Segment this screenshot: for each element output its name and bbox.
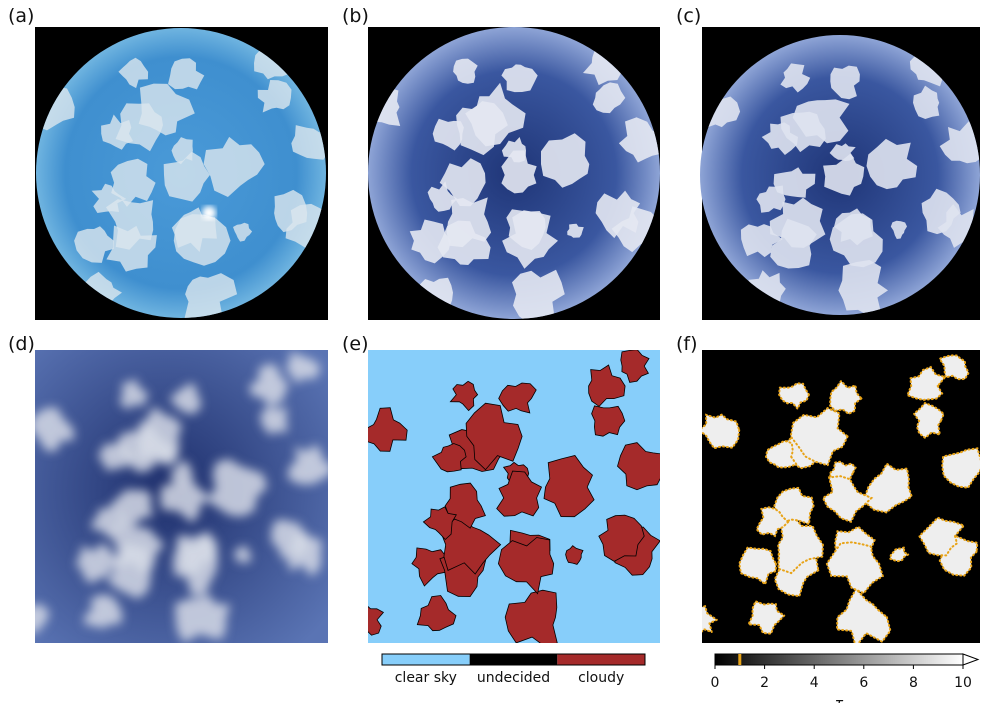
tick-label: 4 (810, 675, 819, 691)
colorbar-label: τ (835, 696, 844, 703)
tick-label: 8 (909, 675, 918, 691)
panel-label: (b) (342, 5, 369, 27)
tick-label: 2 (760, 675, 769, 691)
figure: (a) (b) (c) (d) (e) (f) clear sky undecid… (0, 0, 982, 703)
legend-label: clear sky (395, 670, 457, 686)
legend-swatch (382, 654, 470, 665)
threshold-marker (738, 654, 741, 665)
legend-label: undecided (477, 670, 550, 686)
colorbar-extend (963, 654, 978, 665)
panel-label: (d) (8, 333, 35, 355)
legend-label: cloudy (578, 670, 624, 686)
panel-label: (a) (8, 5, 34, 27)
legend-swatch (470, 654, 558, 665)
legend-swatch (557, 654, 645, 665)
panel-label: (f) (676, 333, 698, 355)
colorbar (715, 654, 963, 665)
sun (202, 206, 216, 220)
panel-label: (c) (676, 5, 701, 27)
tick-label: 6 (859, 675, 868, 691)
tick-label: 10 (954, 675, 972, 691)
tick-label: 0 (711, 675, 720, 691)
panel-label: (e) (342, 333, 369, 355)
